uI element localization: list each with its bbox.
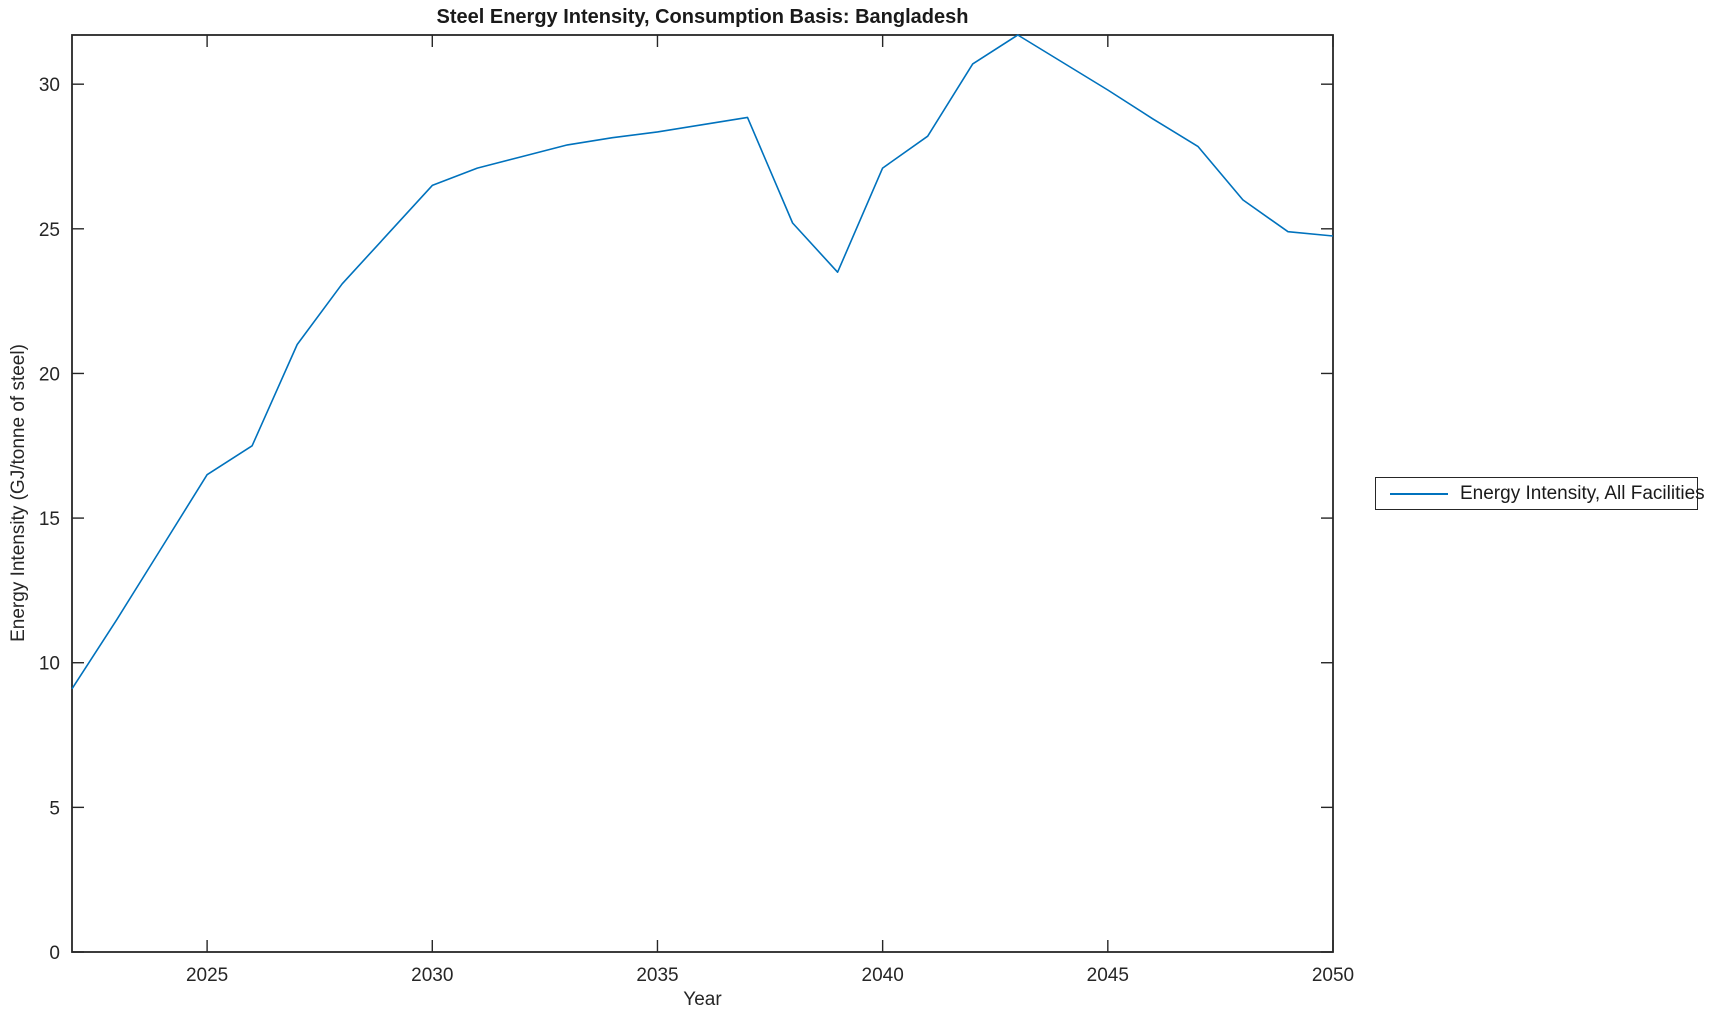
- y-tick-label: 20: [39, 364, 60, 385]
- y-tick-label: 10: [39, 654, 60, 675]
- y-tick-label: 30: [39, 75, 60, 96]
- y-axis-label: Energy Intensity (GJ/tonne of steel): [8, 344, 29, 642]
- x-axis-label: Year: [683, 989, 722, 1010]
- plot-border: [71, 34, 1334, 953]
- y-tick-label: 15: [39, 509, 60, 530]
- x-tick-label: 2035: [636, 965, 678, 986]
- x-tick-label: 2050: [1312, 965, 1354, 986]
- x-tick-label: 2045: [1087, 965, 1129, 986]
- legend-line-swatch-icon: [1390, 492, 1448, 495]
- energy-intensity-line: [71, 34, 1334, 690]
- x-tick-label: 2040: [862, 965, 904, 986]
- legend: Energy Intensity, All Facilities: [1375, 477, 1705, 510]
- y-tick-label: 0: [49, 943, 60, 964]
- x-tick-label: 2030: [411, 965, 453, 986]
- legend-label: Energy Intensity, All Facilities: [1460, 482, 1705, 504]
- x-tick-label: 2025: [186, 965, 228, 986]
- y-tick-label: 25: [39, 220, 60, 241]
- chart-title: Steel Energy Intensity, Consumption Basi…: [436, 6, 969, 28]
- y-tick-label: 5: [49, 798, 60, 819]
